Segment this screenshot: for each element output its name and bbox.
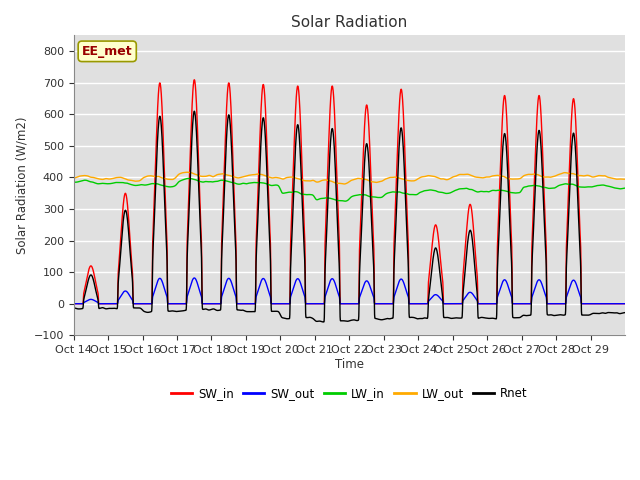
SW_in	[191, 77, 198, 83]
LW_in	[244, 180, 252, 186]
SW_out	[516, 301, 524, 307]
Line: LW_in: LW_in	[74, 179, 625, 201]
SW_in	[70, 301, 77, 307]
SW_in	[614, 301, 621, 307]
SW_out	[70, 301, 77, 307]
LW_out	[340, 181, 348, 187]
Y-axis label: Solar Radiation (W/m2): Solar Radiation (W/m2)	[15, 117, 28, 254]
SW_out	[383, 301, 390, 307]
LW_in	[614, 186, 621, 192]
SW_in	[547, 301, 554, 307]
SW_out	[621, 301, 629, 307]
LW_in	[70, 180, 77, 185]
Rnet	[621, 310, 629, 315]
Title: Solar Radiation: Solar Radiation	[291, 15, 408, 30]
Text: EE_met: EE_met	[82, 45, 132, 58]
LW_out	[383, 176, 390, 181]
LW_out	[547, 174, 555, 180]
LW_out	[621, 176, 629, 182]
LW_in	[516, 190, 524, 195]
LW_out	[183, 169, 191, 175]
LW_in	[383, 191, 390, 196]
SW_in	[125, 217, 132, 223]
LW_in	[125, 181, 132, 187]
Rnet	[125, 231, 132, 237]
LW_out	[614, 176, 621, 182]
Line: SW_in: SW_in	[74, 80, 625, 304]
LW_out	[244, 173, 252, 179]
SW_out	[244, 301, 252, 307]
SW_out	[191, 275, 198, 281]
SW_in	[244, 301, 252, 307]
SW_out	[614, 301, 621, 307]
Rnet	[383, 316, 390, 322]
Rnet	[191, 108, 198, 114]
Rnet	[320, 319, 328, 325]
Line: LW_out: LW_out	[74, 172, 625, 184]
SW_out	[547, 301, 554, 307]
LW_in	[621, 185, 629, 191]
Rnet	[547, 312, 555, 318]
LW_out	[125, 177, 132, 183]
Rnet	[70, 305, 77, 311]
Rnet	[614, 310, 621, 316]
SW_in	[383, 301, 390, 307]
SW_in	[516, 301, 524, 307]
LW_in	[547, 185, 555, 191]
LW_in	[185, 176, 193, 181]
LW_out	[516, 176, 524, 181]
LW_out	[70, 175, 77, 181]
SW_out	[125, 291, 132, 297]
LW_in	[341, 198, 349, 204]
Legend: SW_in, SW_out, LW_in, LW_out, Rnet: SW_in, SW_out, LW_in, LW_out, Rnet	[166, 382, 532, 404]
Line: Rnet: Rnet	[74, 111, 625, 322]
Rnet	[516, 315, 524, 321]
SW_in	[621, 301, 629, 307]
X-axis label: Time: Time	[335, 358, 364, 371]
Line: SW_out: SW_out	[74, 278, 625, 304]
Rnet	[244, 309, 252, 314]
